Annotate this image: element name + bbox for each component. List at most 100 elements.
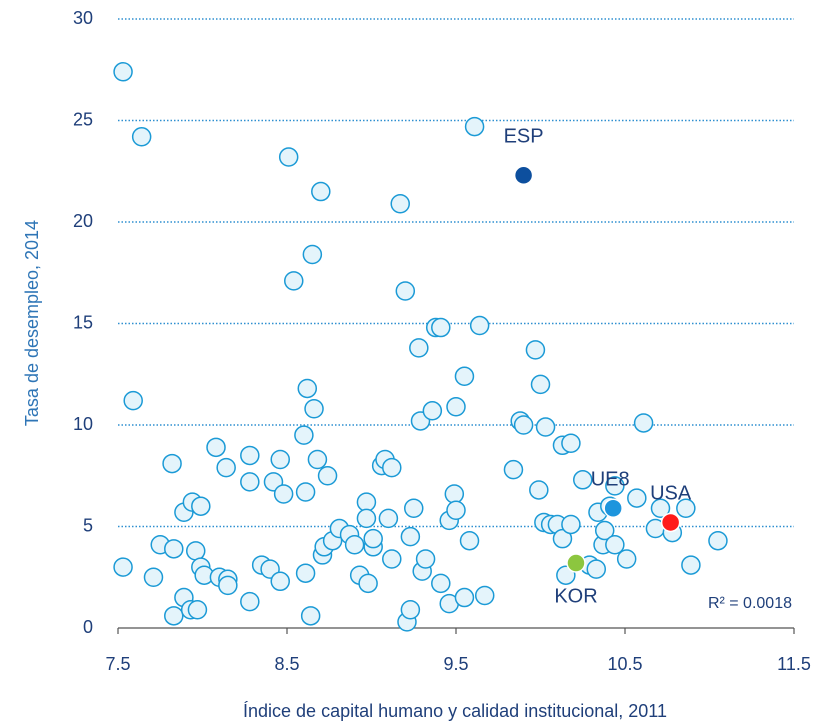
- x-tick-label: 11.5: [777, 654, 811, 674]
- point: [307, 449, 328, 470]
- point: [454, 587, 475, 608]
- x-tick-label: 9.5: [443, 654, 468, 674]
- point: [113, 62, 133, 82]
- point: [390, 193, 410, 214]
- point: [459, 530, 480, 551]
- point: [278, 147, 299, 167]
- y-axis-title: Tasa de desempleo, 2014: [22, 220, 42, 426]
- point: [295, 563, 316, 583]
- point-label: ESP: [504, 126, 544, 148]
- point: [273, 484, 294, 504]
- point: [240, 591, 260, 612]
- point: [676, 498, 696, 518]
- point: [594, 520, 615, 541]
- point: [464, 116, 485, 137]
- point: [400, 599, 421, 620]
- highlight-point: [566, 553, 586, 573]
- point: [561, 514, 581, 535]
- point: [605, 476, 625, 496]
- y-tick-label: 20: [73, 211, 93, 231]
- point: [586, 559, 607, 579]
- point: [297, 378, 318, 399]
- point-label: KOR: [554, 585, 597, 607]
- highlight-point: [660, 512, 681, 533]
- point: [513, 415, 534, 435]
- x-tick-label: 10.5: [607, 654, 642, 674]
- point-label: USA: [650, 483, 692, 505]
- point: [395, 281, 416, 301]
- point: [431, 573, 451, 594]
- point: [311, 181, 331, 202]
- x-tick-label: 8.5: [274, 654, 299, 674]
- point: [131, 126, 152, 147]
- point: [431, 317, 451, 338]
- point: [356, 492, 377, 512]
- point: [317, 466, 338, 486]
- point: [270, 571, 290, 592]
- annotation: R² = 0.0018: [708, 595, 792, 612]
- point: [382, 549, 402, 569]
- highlight-point: [513, 165, 534, 186]
- point: [400, 526, 421, 547]
- point: [454, 366, 475, 387]
- point: [415, 549, 436, 569]
- point: [605, 535, 625, 555]
- point: [422, 401, 443, 421]
- highlight-point: [603, 498, 623, 518]
- point: [530, 374, 551, 395]
- y-tick-label: 5: [83, 515, 93, 535]
- point: [535, 417, 556, 437]
- point: [356, 508, 377, 529]
- point: [358, 573, 378, 594]
- point: [573, 470, 593, 490]
- point: [284, 271, 304, 291]
- point: [164, 606, 184, 626]
- point: [206, 437, 226, 458]
- point: [185, 541, 206, 561]
- y-tick-label: 15: [73, 312, 93, 332]
- point: [633, 413, 654, 433]
- point-label: UE8: [591, 469, 630, 491]
- point: [363, 528, 383, 549]
- point: [162, 453, 182, 474]
- point: [240, 445, 260, 466]
- point: [503, 459, 524, 480]
- point: [529, 480, 549, 500]
- point: [218, 575, 238, 596]
- point: [113, 557, 133, 577]
- point: [382, 457, 402, 478]
- point: [164, 539, 184, 559]
- point: [143, 567, 164, 587]
- point: [525, 340, 546, 360]
- point: [404, 498, 424, 518]
- point: [650, 498, 671, 518]
- point: [187, 599, 208, 620]
- point: [561, 433, 581, 454]
- point: [304, 399, 324, 419]
- point: [191, 496, 211, 516]
- point: [446, 396, 466, 417]
- point: [344, 535, 365, 555]
- y-tick-label: 0: [83, 617, 93, 637]
- point: [474, 585, 495, 606]
- point: [240, 472, 260, 492]
- point: [300, 606, 321, 626]
- point: [552, 528, 573, 549]
- point: [681, 555, 701, 575]
- point: [627, 488, 647, 508]
- point: [302, 244, 323, 265]
- point: [409, 338, 429, 358]
- x-tick-label: 7.5: [105, 654, 130, 674]
- y-tick-label: 10: [73, 414, 93, 434]
- point: [295, 482, 316, 502]
- point: [216, 457, 236, 478]
- y-tick-label: 30: [73, 8, 93, 28]
- point: [294, 425, 314, 445]
- point: [444, 484, 465, 504]
- point: [123, 390, 143, 411]
- point: [616, 549, 637, 569]
- y-tick-label: 25: [73, 109, 93, 129]
- point: [469, 315, 490, 336]
- point: [378, 508, 399, 529]
